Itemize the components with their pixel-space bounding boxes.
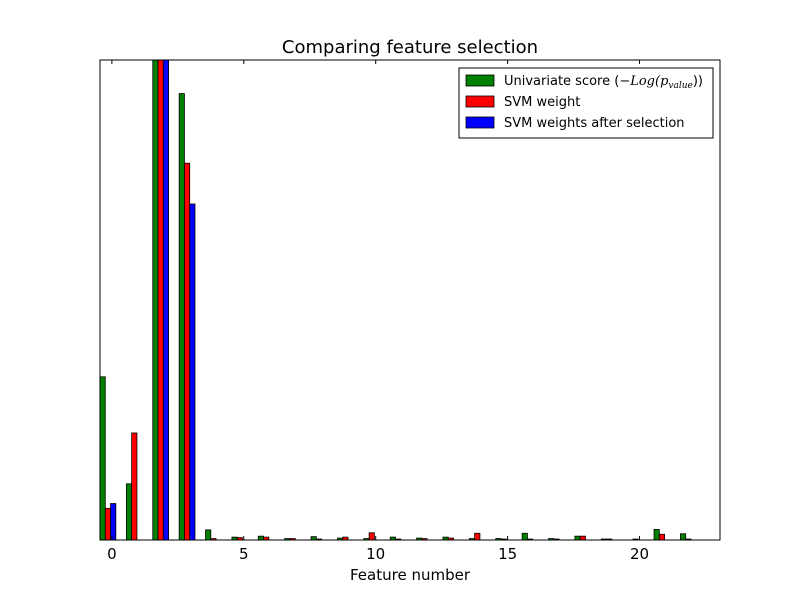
bar-series-0-feature-16 [521,532,528,541]
bar-series-1-feature-10 [368,532,375,541]
legend: Univariate score (−Log(pvalue)) SVM weigh… [458,67,714,139]
x-axis-title: Feature number [350,566,471,584]
bar-series-0-feature-18 [574,535,581,541]
legend-label-1: SVM weight [504,95,580,110]
x-tick-label-0: 0 [107,545,117,563]
bars-layer [99,59,692,541]
bar-series-0-feature-1 [125,483,133,541]
legend-swatch-1 [465,95,495,108]
x-tick-label-15: 15 [498,545,517,563]
plot-frame [99,59,721,541]
bar-series-0-feature-22 [680,533,687,541]
bar-series-2-feature-3 [189,203,196,541]
legend-swatch-2 [465,116,495,129]
bar-series-0-feature-8 [310,536,317,541]
bar-series-1-feature-0 [104,507,111,541]
bar-series-1-feature-2 [157,59,164,541]
chart-title: Comparing feature selection [282,37,538,58]
bar-series-1-feature-14 [474,532,481,541]
bar-series-2-feature-2 [162,59,169,541]
bar-series-0-feature-6 [257,535,264,541]
bar-series-1-feature-3 [184,162,191,541]
bar-series-2-feature-0 [110,503,117,541]
legend-label-0: Univariate score (−Log(pvalue)) [504,74,703,91]
legend-swatch-0 [465,74,495,87]
bar-series-1-feature-21 [658,533,665,541]
legend-frame [458,67,714,139]
x-tick-label-10: 10 [366,545,385,563]
bar-series-0-feature-0 [99,376,106,541]
x-tick-label-5: 5 [239,545,249,563]
bar-series-1-feature-18 [579,535,586,541]
bar-series-1-feature-1 [131,432,138,541]
bar-series-0-feature-2 [152,59,159,541]
x-axis-ticks: 0 5 10 15 20 [107,60,649,563]
bar-series-0-feature-3 [178,93,185,541]
bar-series-0-feature-4 [205,529,212,541]
x-tick-label-20: 20 [630,545,649,563]
legend-label-2: SVM weights after selection [504,116,685,131]
bar-series-0-feature-21 [653,529,660,541]
